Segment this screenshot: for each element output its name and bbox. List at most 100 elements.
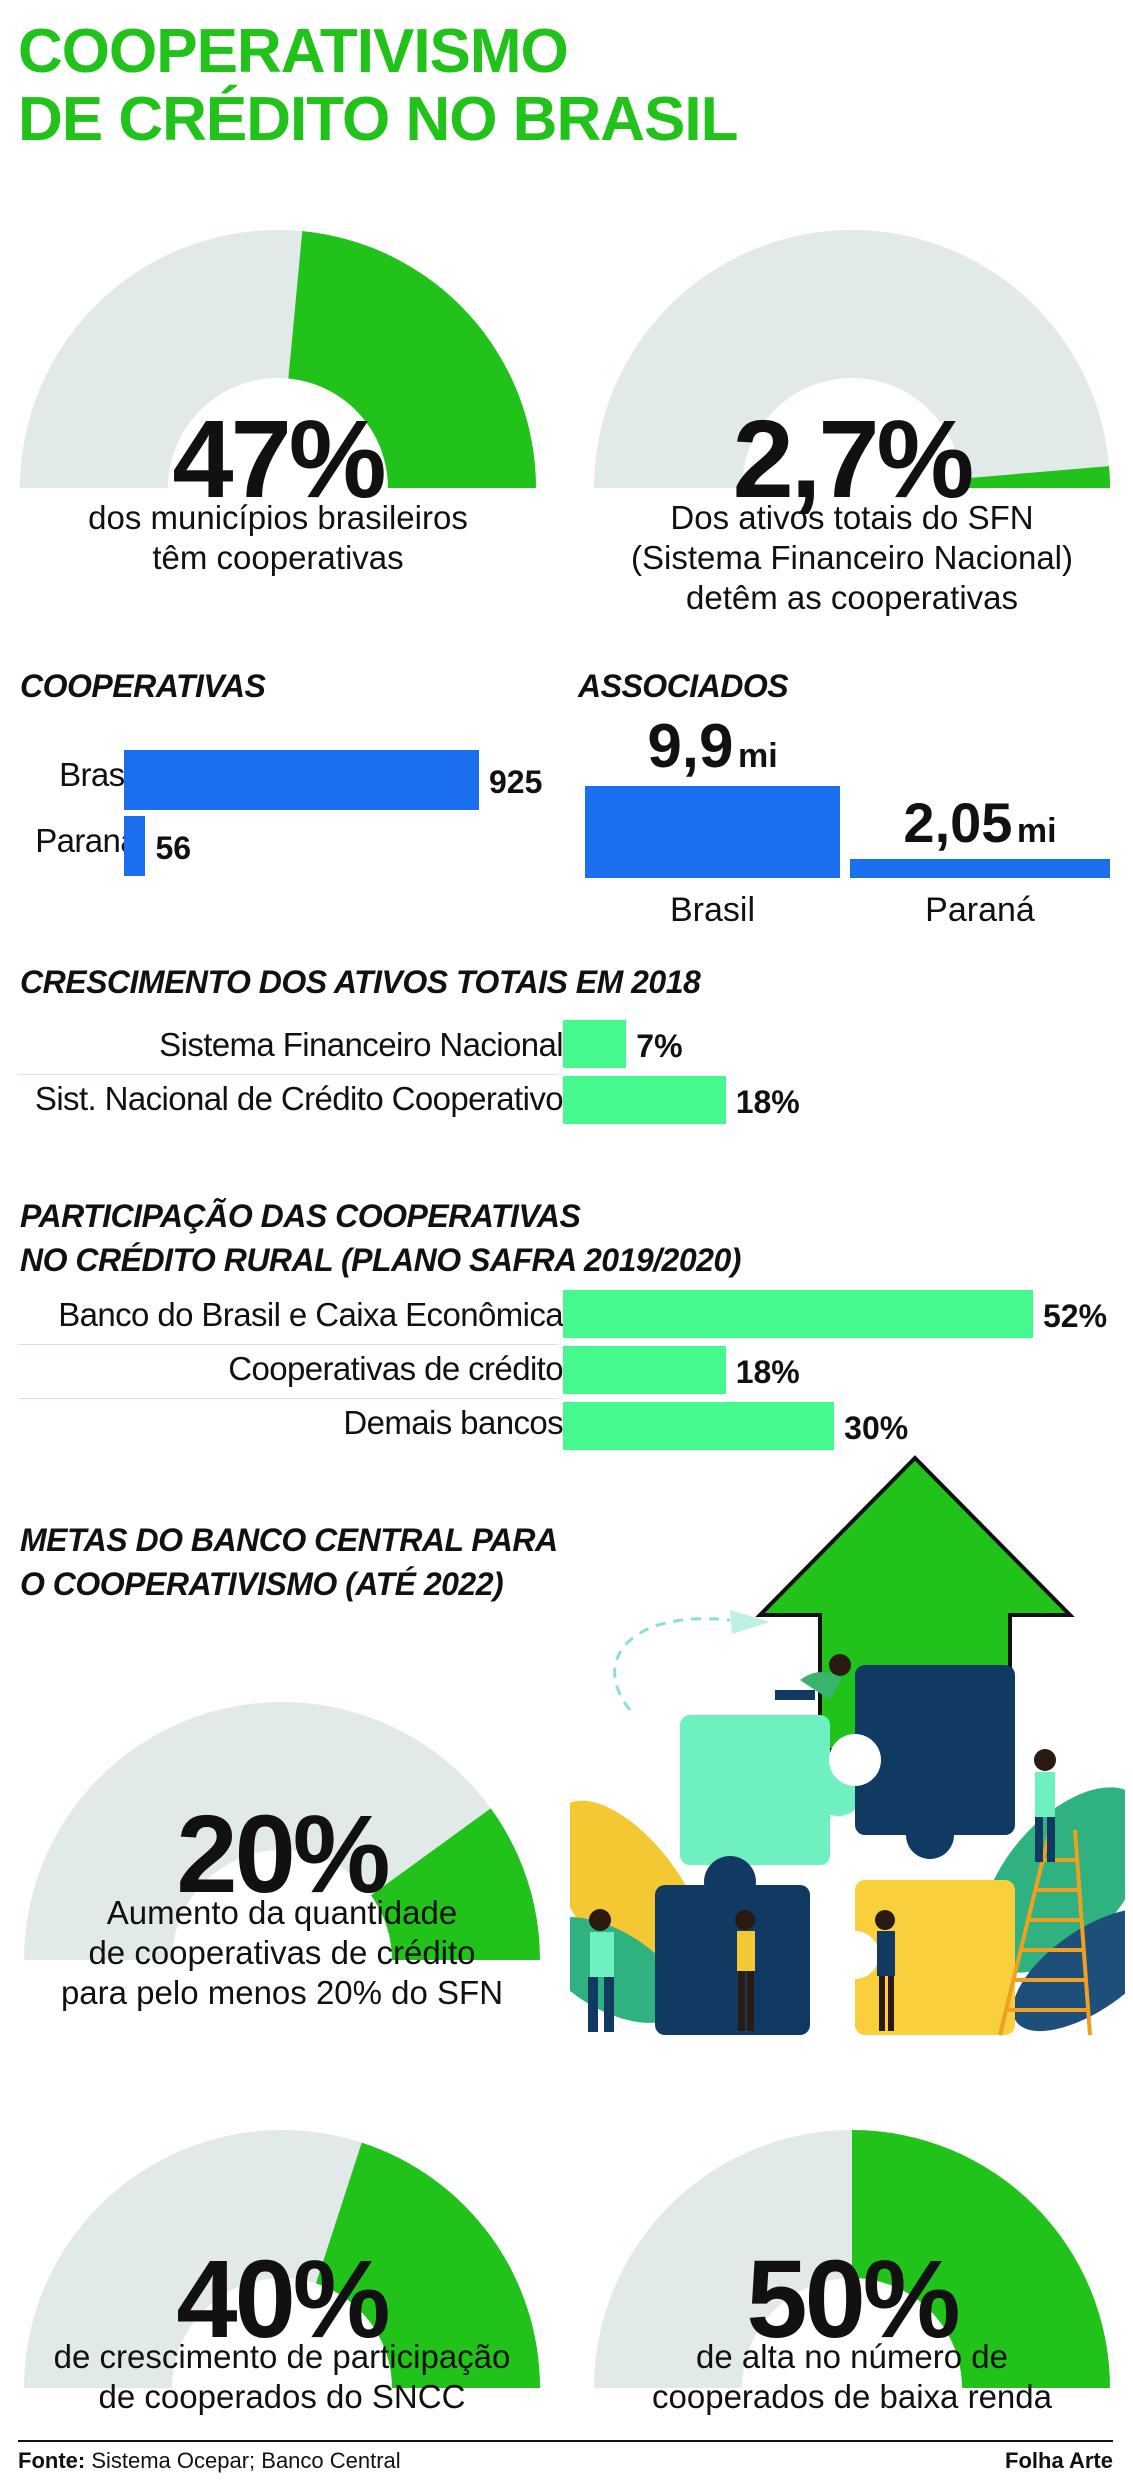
gauge-meta50 bbox=[592, 2088, 1112, 2393]
associados-unit: mi bbox=[737, 737, 778, 775]
title-line-1: COOPERATIVISMO bbox=[18, 17, 569, 86]
caption-line: (Sistema Financeiro Nacional) bbox=[630, 539, 1073, 576]
person-figure bbox=[875, 1910, 895, 2031]
gauge-meta50-fill bbox=[852, 2130, 1110, 2388]
caption-line: de cooperados do SNCC bbox=[98, 2378, 466, 2415]
cooperativas-label-parana: Paraná bbox=[35, 822, 138, 859]
gauge-ativos-value: 2,7% bbox=[732, 398, 975, 521]
gauge-meta20-fill bbox=[370, 1808, 540, 1960]
caption-line: de cooperativas de crédito bbox=[88, 1934, 476, 1971]
gauge-ativos-track bbox=[594, 230, 1110, 488]
crescimento-bar-sfn bbox=[563, 1020, 627, 1068]
gauge-meta40-value: 40% bbox=[176, 2238, 390, 2361]
participacao-value-coop: 18% bbox=[735, 1354, 800, 1390]
participacao-bar-bb bbox=[563, 1290, 1033, 1338]
gauge-meta40-fill bbox=[315, 2142, 540, 2388]
puzzle-notch bbox=[831, 1931, 879, 1979]
cooperativas-title: COOPERATIVAS bbox=[20, 668, 266, 704]
caption-line: detêm as cooperativas bbox=[685, 579, 1018, 616]
participacao-bar-coop bbox=[563, 1346, 726, 1394]
puzzle-piece-yellow bbox=[855, 1880, 1015, 2035]
person-figure bbox=[1034, 1749, 1056, 1862]
paper-plane-icon bbox=[730, 1610, 770, 1634]
metas-title-line-2: O COOPERATIVISMO (ATÉ 2022) bbox=[20, 1566, 504, 1602]
associados-label-brasil: Brasil bbox=[669, 891, 756, 929]
row-divider bbox=[18, 1344, 558, 1345]
caption-line: têm cooperativas bbox=[152, 539, 404, 576]
gauge-meta20-value: 20% bbox=[176, 1793, 390, 1916]
footer-source-label: Fonte: bbox=[18, 2448, 86, 2473]
blue-leaf-icon bbox=[1012, 1908, 1125, 2032]
associados-label-parana: Paraná bbox=[925, 891, 1035, 929]
gauge-meta50-caption: de alta no número de cooperados de baixa… bbox=[592, 2337, 1112, 2417]
person-figure bbox=[588, 1909, 614, 2032]
metas-title-line-1: METAS DO BANCO CENTRAL PARA bbox=[20, 1522, 558, 1558]
footer-source-text: Sistema Ocepar; Banco Central bbox=[85, 2448, 401, 2473]
crescimento-bar-snc bbox=[563, 1076, 726, 1124]
crescimento-value-snc: 18% bbox=[735, 1084, 800, 1120]
puzzle-notch bbox=[829, 1734, 881, 1786]
caption-line: de crescimento de participação bbox=[53, 2338, 511, 2375]
person-figure bbox=[735, 1910, 755, 2031]
metas-title: METAS DO BANCO CENTRAL PARA O COOPERATIV… bbox=[20, 1518, 558, 1606]
associados-bar-brasil bbox=[585, 786, 840, 878]
gauge-ativos bbox=[592, 188, 1112, 493]
gauge-meta20 bbox=[22, 1660, 542, 1965]
green-leaf-icon bbox=[980, 1787, 1125, 1973]
crescimento-label-snc: Sist. Nacional de Crédito Cooperativo bbox=[34, 1080, 564, 1117]
participacao-bar-demais bbox=[563, 1402, 835, 1450]
dashed-path bbox=[613, 1617, 731, 1711]
gauge-meta40-caption: de crescimento de participação de cooper… bbox=[12, 2337, 552, 2417]
associados-value-brasil: 9,9 mi bbox=[585, 711, 840, 782]
associados-number: 9,9 bbox=[647, 712, 734, 781]
associados-unit: mi bbox=[1016, 811, 1057, 850]
caption-line: de alta no número de bbox=[696, 2338, 1008, 2375]
participacao-value-bb: 52% bbox=[1043, 1298, 1108, 1334]
footer-credit: Folha Arte bbox=[1005, 2448, 1113, 2473]
cooperativas-bar-parana bbox=[124, 816, 146, 876]
cooperativas-chart: Brasil 925 Paraná 56 bbox=[18, 750, 573, 880]
participacao-label-bb: Banco do Brasil e Caixa Econômica bbox=[58, 1296, 563, 1333]
title-line-2: DE CRÉDITO NO BRASIL bbox=[18, 85, 738, 154]
caption-line: Dos ativos totais do SFN bbox=[670, 499, 1034, 536]
page-title: COOPERATIVISMO DE CRÉDITO NO BRASIL bbox=[18, 18, 1118, 154]
gauge-municipios-caption: dos municípios brasileiros têm cooperati… bbox=[18, 498, 538, 578]
associados-value-parana: 2,05 mi bbox=[850, 790, 1110, 855]
gauge-ativos-fill bbox=[961, 466, 1110, 488]
gauge-ativos-caption: Dos ativos totais do SFN (Sistema Financ… bbox=[592, 498, 1112, 618]
puzzle-piece-mint bbox=[680, 1715, 830, 1865]
puzzle-piece-navy bbox=[855, 1665, 1015, 1835]
cooperativas-bar-brasil bbox=[124, 750, 479, 810]
row-divider bbox=[18, 1074, 558, 1075]
puzzle-illustration bbox=[570, 1450, 1125, 2040]
gauge-municipios bbox=[18, 188, 538, 493]
participacao-title-line-2: NO CRÉDITO RURAL (PLANO SAFRA 2019/2020) bbox=[20, 1242, 741, 1278]
participacao-label-coop: Cooperativas de crédito bbox=[228, 1350, 563, 1387]
footer-source: Fonte: Sistema Ocepar; Banco Central bbox=[18, 2448, 401, 2474]
caption-line: dos municípios brasileiros bbox=[88, 499, 468, 536]
participacao-chart: Banco do Brasil e Caixa Econômica 52% Co… bbox=[18, 1290, 1118, 1460]
footer-divider bbox=[18, 2440, 1113, 2442]
gauge-municipios-fill bbox=[288, 231, 536, 488]
caption-line: para pelo menos 20% do SFN bbox=[60, 1974, 504, 2011]
participacao-title-line-1: PARTICIPAÇÃO DAS COOPERATIVAS bbox=[20, 1198, 581, 1234]
puzzle-piece-navy-2 bbox=[655, 1885, 810, 2035]
puzzle-knob bbox=[704, 1856, 756, 1908]
crescimento-label-sfn: Sistema Financeiro Nacional bbox=[159, 1026, 563, 1063]
row-divider bbox=[18, 1398, 558, 1399]
gauge-meta40 bbox=[22, 2088, 542, 2393]
participacao-title: PARTICIPAÇÃO DAS COOPERATIVAS NO CRÉDITO… bbox=[20, 1194, 741, 1282]
person-figure bbox=[775, 1654, 851, 1700]
associados-title: ASSOCIADOS bbox=[578, 668, 789, 704]
crescimento-title: CRESCIMENTO DOS ATIVOS TOTAIS EM 2018 bbox=[20, 964, 701, 1000]
crescimento-chart: Sistema Financeiro Nacional 7% Sist. Nac… bbox=[18, 1020, 1118, 1130]
associados-bar-parana bbox=[850, 858, 1110, 878]
caption-line: Aumento da quantidade bbox=[106, 1894, 458, 1931]
cooperativas-value-brasil: 925 bbox=[489, 764, 543, 800]
puzzle-knob bbox=[906, 1811, 954, 1859]
participacao-label-demais: Demais bancos bbox=[343, 1404, 563, 1441]
gauge-meta20-caption: Aumento da quantidade de cooperativas de… bbox=[22, 1893, 542, 2013]
gauge-municipios-value: 47% bbox=[172, 398, 386, 521]
caption-line: cooperados de baixa renda bbox=[652, 2378, 1052, 2415]
ladder-icon bbox=[998, 1829, 1092, 2036]
